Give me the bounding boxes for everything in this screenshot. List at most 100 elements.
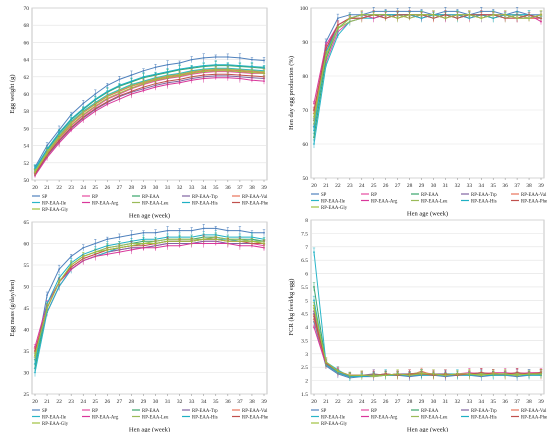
y-tick-label: 56 bbox=[24, 126, 30, 132]
data-point bbox=[142, 75, 145, 78]
data-point bbox=[70, 124, 73, 126]
data-point bbox=[480, 13, 483, 16]
data-point bbox=[94, 107, 97, 110]
legend-label: RP-EAA-Ile bbox=[42, 416, 66, 421]
x-tick-label: 20 bbox=[32, 185, 38, 191]
data-point bbox=[313, 115, 315, 118]
y-tick-label: 2 bbox=[305, 379, 308, 385]
legend-label: RP-EAA-Gly bbox=[321, 206, 348, 211]
data-point bbox=[142, 69, 145, 72]
x-tick-label: 20 bbox=[32, 399, 38, 405]
data-point bbox=[82, 107, 85, 110]
x-tick-label: 26 bbox=[383, 183, 389, 189]
y-tick-label: 100 bbox=[300, 6, 309, 12]
x-tick-label: 35 bbox=[490, 183, 496, 189]
data-point bbox=[190, 58, 193, 61]
series-line-RP-EAA-Gly bbox=[34, 238, 265, 356]
y-tick-label: 6.5 bbox=[301, 258, 308, 264]
data-point bbox=[130, 244, 133, 247]
x-tick-label: 39 bbox=[538, 399, 544, 405]
series-line-RP-EAA-Gly bbox=[313, 14, 542, 117]
legend-label: RP-EAA-His bbox=[471, 416, 497, 421]
data-point bbox=[444, 13, 447, 16]
y-tick-label: 66 bbox=[24, 40, 30, 46]
y-axis-label: FCR (kg feed/kg egg) bbox=[288, 279, 295, 336]
data-point bbox=[214, 69, 217, 72]
legend-label: RP-EAA-Arg bbox=[92, 416, 119, 421]
series-line-RP-EAA bbox=[34, 65, 265, 170]
data-point bbox=[420, 13, 423, 16]
y-tick-label: 5 bbox=[305, 298, 308, 304]
data-point bbox=[251, 75, 253, 77]
data-point bbox=[82, 102, 85, 105]
data-point bbox=[336, 34, 339, 37]
data-point bbox=[251, 65, 253, 68]
data-point bbox=[178, 62, 181, 64]
x-tick-label: 27 bbox=[395, 399, 401, 405]
data-point bbox=[70, 129, 73, 132]
data-point bbox=[238, 70, 241, 73]
legend-label: RP-EAA bbox=[142, 195, 160, 200]
data-point bbox=[106, 238, 109, 241]
data-point bbox=[336, 24, 339, 26]
series-line-RP bbox=[34, 71, 264, 174]
data-point bbox=[166, 80, 169, 82]
series-line-RP-EAA-His bbox=[313, 300, 541, 378]
data-point bbox=[540, 13, 542, 16]
legend-label: RP-EAA-Gly bbox=[321, 422, 348, 427]
legend-label: SP bbox=[42, 195, 48, 200]
x-tick-label: 38 bbox=[526, 399, 532, 405]
y-tick-label: 62 bbox=[24, 75, 30, 81]
x-tick-label: 34 bbox=[201, 399, 207, 405]
data-point bbox=[238, 240, 241, 243]
data-point bbox=[178, 78, 181, 81]
data-point bbox=[130, 80, 133, 82]
data-point bbox=[456, 373, 459, 375]
x-tick-label: 25 bbox=[371, 183, 377, 189]
series-line-SP bbox=[34, 227, 264, 360]
x-tick-label: 26 bbox=[383, 399, 389, 405]
x-tick-label: 31 bbox=[443, 399, 449, 405]
x-tick-label: 23 bbox=[68, 185, 74, 191]
y-tick-label: 58 bbox=[24, 109, 30, 115]
legend-label: RP-EAA-Arg bbox=[371, 200, 398, 205]
data-point bbox=[408, 13, 411, 16]
data-point bbox=[70, 255, 73, 258]
data-point bbox=[468, 373, 471, 375]
x-tick-label: 34 bbox=[479, 183, 485, 189]
y-tick-label: 40 bbox=[24, 328, 30, 334]
data-point bbox=[238, 64, 241, 67]
y-tick-label: 54 bbox=[24, 144, 30, 150]
legend-label: SP bbox=[321, 193, 327, 198]
data-point bbox=[202, 227, 205, 230]
data-point bbox=[142, 89, 145, 92]
y-tick-label: 80 bbox=[303, 74, 309, 80]
series-line-RP-EAA-Trp bbox=[34, 75, 265, 176]
y-axis-label: Egg mass (g/day/hen) bbox=[9, 280, 16, 337]
y-tick-label: 60 bbox=[24, 242, 30, 248]
data-point bbox=[480, 374, 483, 377]
data-point bbox=[348, 17, 351, 20]
data-point bbox=[348, 374, 351, 377]
y-tick-label: 25 bbox=[24, 392, 30, 398]
x-tick-label: 20 bbox=[311, 183, 317, 189]
x-tick-label: 37 bbox=[514, 399, 520, 405]
y-tick-label: 3 bbox=[305, 352, 308, 358]
data-point bbox=[396, 17, 399, 20]
data-point bbox=[190, 79, 193, 82]
x-tick-label: 30 bbox=[153, 399, 159, 405]
data-point bbox=[154, 73, 157, 76]
data-point bbox=[142, 238, 145, 241]
x-tick-label: 25 bbox=[93, 399, 99, 405]
data-point bbox=[540, 20, 542, 23]
data-point bbox=[226, 76, 229, 79]
series-line-RP-EAA-His bbox=[34, 64, 265, 170]
data-point bbox=[492, 17, 495, 20]
data-point bbox=[94, 253, 97, 256]
x-axis-label: Hen age (week) bbox=[129, 213, 170, 220]
data-point bbox=[372, 374, 375, 377]
data-point bbox=[142, 231, 145, 234]
x-tick-label: 24 bbox=[80, 399, 86, 405]
data-point bbox=[46, 294, 48, 296]
data-point bbox=[263, 80, 265, 82]
